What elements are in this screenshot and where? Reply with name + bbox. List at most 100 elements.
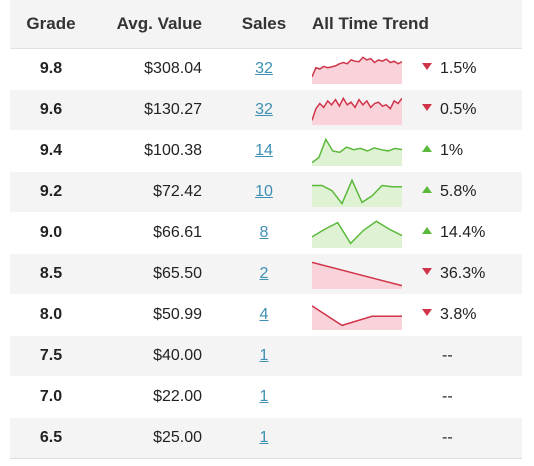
avg-value-cell: $25.00 xyxy=(92,417,218,459)
trend-up-arrow-icon xyxy=(422,186,432,194)
sales-count-link[interactable]: 14 xyxy=(255,142,273,159)
avg-value-cell: $130.27 xyxy=(92,89,218,131)
grade-cell: 6.5 xyxy=(10,417,92,459)
trend-change-cell: 3.8% xyxy=(412,294,523,336)
sales-cell: 4 xyxy=(218,294,310,336)
avg-value-cell: $100.38 xyxy=(92,130,218,172)
trend-down-arrow-icon xyxy=(422,104,432,112)
table-row: 9.6 $130.27 32 0.5% xyxy=(10,89,523,131)
trend-change-value: -- xyxy=(442,347,453,364)
trend-change-cell: 0.5% xyxy=(412,89,523,131)
trend-change-value: -- xyxy=(442,388,453,405)
table-row: 8.5 $65.50 2 36.3% xyxy=(10,253,523,295)
table-row: 8.0 $50.99 4 3.8% xyxy=(10,294,523,336)
trend-cell xyxy=(310,253,412,295)
sales-count-link[interactable]: 1 xyxy=(259,388,269,405)
avg-value-cell: $72.42 xyxy=(92,171,218,213)
trend-down-arrow-icon xyxy=(422,268,432,276)
sparkline-chart xyxy=(312,137,402,166)
trend-change-value: 14.4% xyxy=(440,224,486,241)
sparkline-area xyxy=(312,139,402,166)
trend-change-cell: 36.3% xyxy=(412,253,523,295)
sparkline-area xyxy=(312,57,402,84)
sales-cell: 2 xyxy=(218,253,310,295)
table-row: 9.2 $72.42 10 5.8% xyxy=(10,171,523,213)
trend-cell xyxy=(310,376,412,418)
table-row: 7.5 $40.00 1 -- xyxy=(10,335,523,377)
sales-cell: 14 xyxy=(218,130,310,172)
table-row: 6.5 $25.00 1 -- xyxy=(10,417,523,459)
sparkline-area xyxy=(312,180,402,207)
sparkline-line xyxy=(312,220,402,245)
grade-cell: 7.5 xyxy=(10,335,92,377)
trend-change-value: 1% xyxy=(440,142,464,159)
trend-cell xyxy=(310,212,412,254)
table-row: 9.4 $100.38 14 1% xyxy=(10,130,523,172)
grade-cell: 9.0 xyxy=(10,212,92,254)
grade-cell: 9.4 xyxy=(10,130,92,172)
trend-change-cell: 1.5% xyxy=(412,48,523,90)
header-row: Grade Avg. Value Sales All Time Trend xyxy=(10,0,523,49)
sales-count-link[interactable]: 8 xyxy=(259,224,269,241)
trend-change-cell: -- xyxy=(412,335,523,377)
trend-up-arrow-icon xyxy=(422,227,432,235)
sales-cell: 1 xyxy=(218,335,310,377)
sales-cell: 32 xyxy=(218,48,310,90)
grade-cell: 8.0 xyxy=(10,294,92,336)
sparkline-area xyxy=(312,98,402,125)
trend-change-cell: 14.4% xyxy=(412,212,523,254)
sales-count-link[interactable]: 1 xyxy=(259,429,269,446)
trend-change-value: -- xyxy=(442,429,453,446)
sparkline-area xyxy=(312,305,402,330)
avg-value-cell: $50.99 xyxy=(92,294,218,336)
sparkline-line xyxy=(312,96,402,121)
trend-change-value: 36.3% xyxy=(440,265,486,282)
trend-down-arrow-icon xyxy=(422,309,432,317)
trend-change-value: 5.8% xyxy=(440,183,477,200)
sparkline-area xyxy=(312,262,402,289)
sales-cell: 1 xyxy=(218,376,310,418)
sparkline-line xyxy=(312,261,402,287)
trend-change-cell: 1% xyxy=(412,130,523,172)
grade-cell: 9.2 xyxy=(10,171,92,213)
sparkline-area xyxy=(312,221,402,248)
sparkline-chart xyxy=(312,220,402,248)
sales-cell: 8 xyxy=(218,212,310,254)
sparkline-line xyxy=(312,56,402,78)
sales-cell: 10 xyxy=(218,171,310,213)
trend-cell xyxy=(310,48,412,90)
sparkline-chart xyxy=(312,56,402,84)
sales-count-link[interactable]: 32 xyxy=(255,101,273,118)
grade-cell: 9.8 xyxy=(10,48,92,90)
avg-value-cell: $40.00 xyxy=(92,335,218,377)
trend-change-value: 0.5% xyxy=(440,101,477,118)
grade-cell: 8.5 xyxy=(10,253,92,295)
trend-up-arrow-icon xyxy=(422,145,432,153)
trend-cell xyxy=(310,294,412,336)
trend-cell xyxy=(310,171,412,213)
sales-count-link[interactable]: 1 xyxy=(259,347,269,364)
table-row: 9.8 $308.04 32 1.5% xyxy=(10,48,523,90)
table-row: 7.0 $22.00 1 -- xyxy=(10,376,523,418)
trend-cell xyxy=(310,89,412,131)
avg-value-cell: $22.00 xyxy=(92,376,218,418)
sales-count-link[interactable]: 4 xyxy=(259,306,269,323)
sparkline-chart xyxy=(312,96,402,125)
sparkline-chart xyxy=(312,305,402,330)
sales-count-link[interactable]: 2 xyxy=(259,265,269,282)
header-sales: Sales xyxy=(218,0,310,49)
table-header: Grade Avg. Value Sales All Time Trend xyxy=(10,0,523,49)
grade-cell: 9.6 xyxy=(10,89,92,131)
sales-count-link[interactable]: 10 xyxy=(255,183,273,200)
trend-cell xyxy=(310,417,412,459)
trend-change-cell: 5.8% xyxy=(412,171,523,213)
sparkline-line xyxy=(312,305,402,327)
table-body: 9.8 $308.04 32 1.5% 9.6 $130.27 32 0.5% 9.4 $100.… xyxy=(10,48,523,459)
grade-sales-table: Grade Avg. Value Sales All Time Trend 9.… xyxy=(10,0,523,459)
avg-value-cell: $65.50 xyxy=(92,253,218,295)
sales-count-link[interactable]: 32 xyxy=(255,60,273,77)
trend-cell xyxy=(310,335,412,377)
grade-cell: 7.0 xyxy=(10,376,92,418)
sales-cell: 32 xyxy=(218,89,310,131)
header-all-time-trend: All Time Trend xyxy=(310,0,523,49)
